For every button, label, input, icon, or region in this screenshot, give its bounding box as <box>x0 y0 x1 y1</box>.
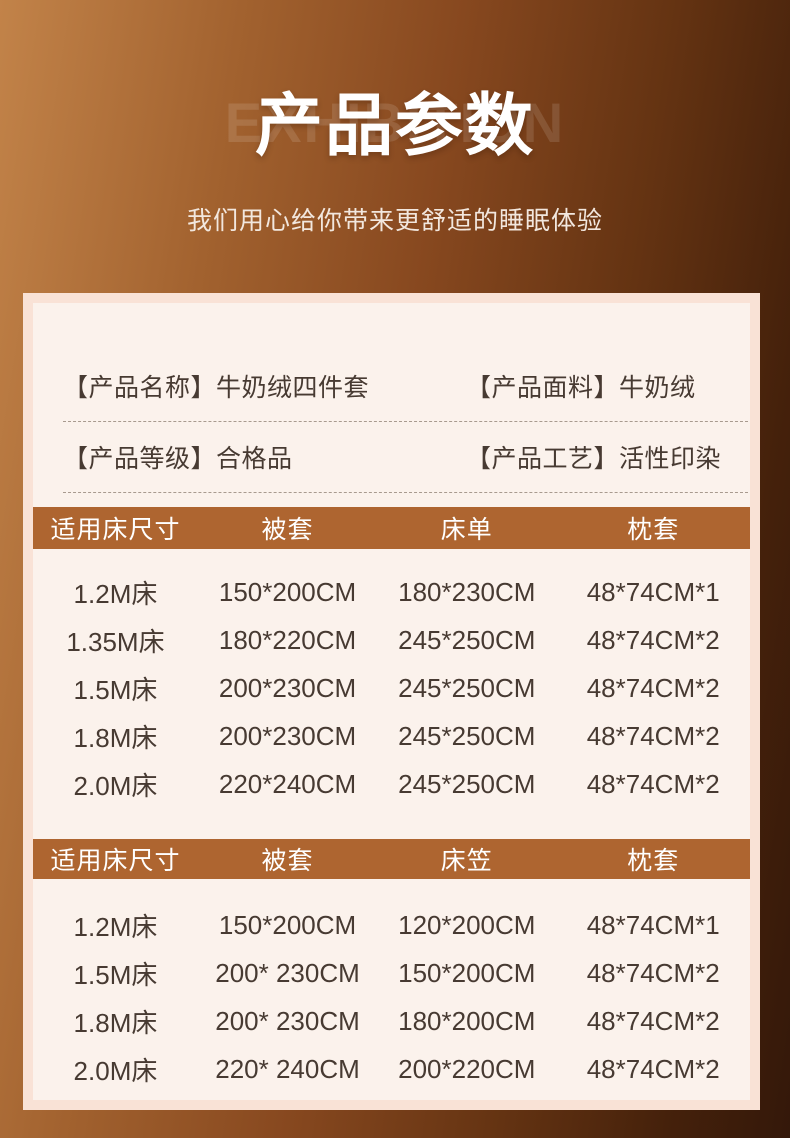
spec-card: 【产品名称】牛奶绒四件套 【产品面料】牛奶绒 【产品等级】合格品 【产品工艺】活… <box>23 293 760 1110</box>
table-row: 1.35M床 180*220CM 245*250CM 48*74CM*2 <box>33 616 750 664</box>
col-header-flat-sheet: 床单 <box>440 516 493 544</box>
table-cell: 1.35M床 <box>66 626 165 657</box>
info-label: 【产品名称】 <box>63 374 217 402</box>
table-cell: 200*230CM <box>218 720 357 751</box>
table-cell: 245*250CM <box>398 672 536 703</box>
table2-body: 1.2M床 150*200CM 120*200CM 48*74CM*1 1.5M… <box>33 879 750 1093</box>
table-cell: 48*74CM*1 <box>586 909 720 940</box>
table-cell: 48*74CM*1 <box>586 576 720 607</box>
table-cell: 1.5M床 <box>73 674 158 705</box>
table-cell: 48*74CM*2 <box>586 957 720 988</box>
info-label: 【产品面料】 <box>466 374 620 402</box>
table-cell: 220*240CM <box>218 768 357 799</box>
table-cell: 48*74CM*2 <box>586 1005 720 1036</box>
table-cell: 150*200CM <box>218 576 357 607</box>
col-header-pillowcase: 枕套 <box>627 516 680 544</box>
table-row: 1.8M床 200* 230CM 180*200CM 48*74CM*2 <box>33 997 750 1045</box>
table-cell: 48*74CM*2 <box>586 672 720 703</box>
table-cell: 48*74CM*2 <box>586 720 720 751</box>
table-cell: 1.8M床 <box>73 1007 158 1038</box>
table-cell: 1.2M床 <box>73 578 158 609</box>
table-row: 1.2M床 150*200CM 120*200CM 48*74CM*1 <box>33 901 750 949</box>
info-value: 活性印染 <box>619 445 722 473</box>
page-subtitle: 我们用心给你带来更舒适的睡眠体验 <box>186 207 603 235</box>
table2-header-row: 适用床尺寸 被套 床笠 枕套 <box>33 839 750 879</box>
table-cell: 120*200CM <box>398 909 536 940</box>
table-row: 1.5M床 200* 230CM 150*200CM 48*74CM*2 <box>33 949 750 997</box>
col-header-pillowcase: 枕套 <box>627 847 680 875</box>
col-header-bed-size: 适用床尺寸 <box>50 847 181 875</box>
table-cell: 200*220CM <box>398 1053 536 1084</box>
info-product-name: 【产品名称】牛奶绒四件套 <box>63 368 466 404</box>
info-value: 牛奶绒 <box>619 374 696 402</box>
hero-section: EXHIBITION 产品参数 我们用心给你带来更舒适的睡眠体验 <box>0 0 790 238</box>
info-row: 【产品名称】牛奶绒四件套 【产品面料】牛奶绒 <box>63 351 748 422</box>
table-cell: 180*220CM <box>218 624 357 655</box>
table-row: 1.5M床 200*230CM 245*250CM 48*74CM*2 <box>33 664 750 712</box>
table-cell: 150*200CM <box>218 909 357 940</box>
table-cell: 1.8M床 <box>73 722 158 753</box>
table-row: 1.2M床 150*200CM 180*230CM 48*74CM*1 <box>33 568 750 616</box>
table-cell: 180*200CM <box>398 1005 536 1036</box>
table-row: 1.8M床 200*230CM 245*250CM 48*74CM*2 <box>33 712 750 760</box>
col-header-fitted-sheet: 床笠 <box>440 847 493 875</box>
table-cell: 245*250CM <box>398 720 536 751</box>
info-row: 【产品等级】合格品 【产品工艺】活性印染 <box>63 422 748 493</box>
table-cell: 150*200CM <box>398 957 536 988</box>
table-cell: 245*250CM <box>398 768 536 799</box>
table-cell: 245*250CM <box>398 624 536 655</box>
table-cell: 2.0M床 <box>73 770 158 801</box>
table-cell: 48*74CM*2 <box>586 1053 720 1084</box>
table-cell: 48*74CM*2 <box>586 624 720 655</box>
table1-header-row: 适用床尺寸 被套 床单 枕套 <box>33 507 750 549</box>
table-cell: 220* 240CM <box>215 1053 360 1084</box>
table1-body: 1.2M床 150*200CM 180*230CM 48*74CM*1 1.35… <box>33 549 750 808</box>
hero-watermark-text: EXHIBITION <box>224 91 566 154</box>
col-header-bed-size: 适用床尺寸 <box>50 516 181 544</box>
table-row: 2.0M床 220*240CM 245*250CM 48*74CM*2 <box>33 760 750 808</box>
info-product-craft: 【产品工艺】活性印染 <box>466 439 748 475</box>
table-cell: 2.0M床 <box>73 1055 158 1086</box>
table-cell: 1.5M床 <box>73 959 158 990</box>
info-label: 【产品工艺】 <box>466 445 620 473</box>
table-cell: 200* 230CM <box>215 957 360 988</box>
table-cell: 48*74CM*2 <box>586 768 720 799</box>
info-label: 【产品等级】 <box>63 445 217 473</box>
table-row: 2.0M床 220* 240CM 200*220CM 48*74CM*2 <box>33 1045 750 1093</box>
table-cell: 180*230CM <box>398 576 536 607</box>
info-value: 牛奶绒四件套 <box>216 374 370 402</box>
info-value: 合格品 <box>216 445 293 473</box>
info-product-fabric: 【产品面料】牛奶绒 <box>466 368 748 404</box>
product-info-section: 【产品名称】牛奶绒四件套 【产品面料】牛奶绒 【产品等级】合格品 【产品工艺】活… <box>33 303 750 493</box>
col-header-duvet-cover: 被套 <box>261 516 314 544</box>
table-cell: 200*230CM <box>218 672 357 703</box>
info-product-grade: 【产品等级】合格品 <box>63 439 466 475</box>
table-cell: 200* 230CM <box>215 1005 360 1036</box>
table-cell: 1.2M床 <box>73 911 158 942</box>
col-header-duvet-cover: 被套 <box>261 847 314 875</box>
page-title: 产品参数 <box>254 88 535 164</box>
